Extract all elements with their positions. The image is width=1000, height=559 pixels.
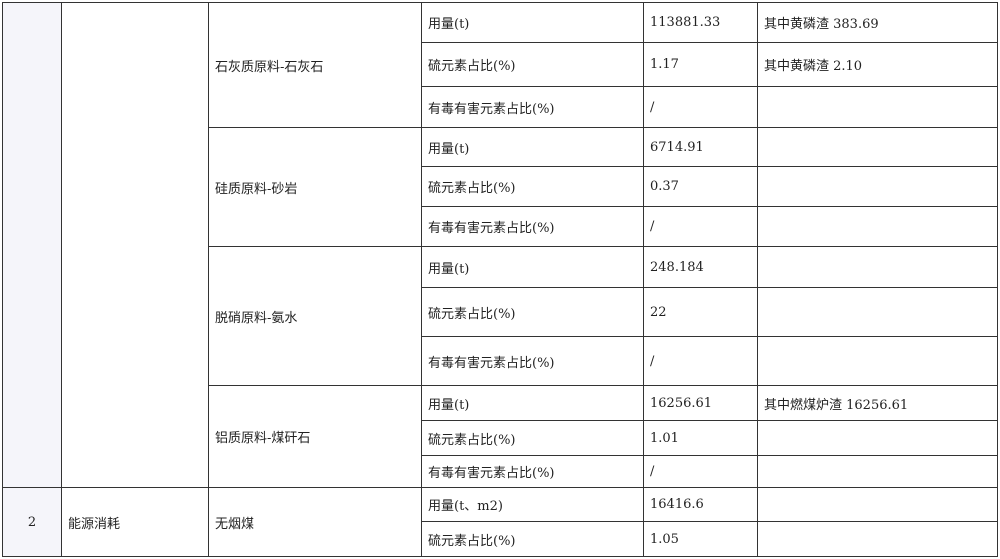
item-note-cell [757, 206, 998, 247]
item-note-cell [757, 521, 998, 557]
item-value-cell: 1.05 [643, 521, 758, 557]
table-row: 硫元素占比(%) 1.01 [3, 420, 998, 456]
item-label-cell: 硫元素占比(%) [421, 521, 644, 557]
table-row: 硫元素占比(%) 22 [3, 287, 998, 337]
item-label-cell: 硫元素占比(%) [421, 287, 644, 337]
row-number-cell: 2 [2, 487, 62, 557]
item-label-cell: 用量(t) [421, 2, 644, 43]
item-label-cell: 有毒有害元素占比(%) [421, 206, 644, 247]
table-row: 石灰质原料-石灰石 用量(t) 113881.33 其中黄磷渣 383.69 [2, 2, 998, 488]
table-row: 硫元素占比(%) 1.05 [3, 521, 998, 557]
table-row: 硫元素占比(%) 1.17 其中黄磷渣 2.10 [3, 42, 998, 87]
category-cell: 能源消耗 [61, 487, 209, 557]
item-label-cell: 硫元素占比(%) [421, 42, 644, 87]
item-note-cell [757, 127, 998, 167]
item-value-cell: 1.17 [643, 42, 758, 87]
table-row: 2 能源消耗 无烟煤 用量(t、m2) 16416.6 [2, 487, 998, 557]
item-label-cell: 用量(t) [421, 246, 644, 288]
item-label-cell: 用量(t) [421, 385, 644, 421]
table-row: 硅质原料-砂岩 用量(t) 6714.91 [3, 127, 998, 247]
item-note-cell [757, 487, 998, 522]
item-label-cell: 用量(t) [421, 127, 644, 167]
item-label-cell: 有毒有害元素占比(%) [421, 336, 644, 386]
item-note-cell [757, 336, 998, 386]
material-cell: 铝质原料-煤矸石 [208, 385, 422, 488]
item-value-cell: / [643, 455, 758, 488]
category-cell [61, 2, 209, 488]
material-cell: 石灰质原料-石灰石 [208, 2, 422, 128]
item-note-cell [757, 287, 998, 337]
item-value-cell: / [643, 86, 758, 128]
item-value-cell: / [643, 336, 758, 386]
item-note-cell: 其中黄磷渣 383.69 [757, 2, 998, 43]
item-note-cell [757, 246, 998, 288]
row-number-cell [2, 2, 62, 488]
item-value-cell: / [643, 206, 758, 247]
material-cell: 硅质原料-砂岩 [208, 127, 422, 247]
item-note-cell: 其中黄磷渣 2.10 [757, 42, 998, 87]
item-value-cell: 16256.61 [643, 385, 758, 421]
table-row: 有毒有害元素占比(%) / [3, 336, 998, 386]
item-value-cell: 248.184 [643, 246, 758, 288]
item-label-cell: 有毒有害元素占比(%) [421, 86, 644, 128]
material-cell: 脱硝原料-氨水 [208, 246, 422, 386]
table-row: 有毒有害元素占比(%) / [3, 206, 998, 247]
item-value-cell: 6714.91 [643, 127, 758, 167]
item-value-cell: 16416.6 [643, 487, 758, 522]
table-row: 脱硝原料-氨水 用量(t) 248.184 [3, 246, 998, 386]
item-value-cell: 0.37 [643, 166, 758, 207]
item-label-cell: 有毒有害元素占比(%) [421, 455, 644, 488]
table-row: 有毒有害元素占比(%) / [3, 86, 998, 128]
item-value-cell: 113881.33 [643, 2, 758, 43]
item-value-cell: 1.01 [643, 420, 758, 456]
item-note-cell: 其中燃煤炉渣 16256.61 [757, 385, 998, 421]
item-note-cell [757, 86, 998, 128]
item-note-cell [757, 166, 998, 207]
item-label-cell: 硫元素占比(%) [421, 166, 644, 207]
item-label-cell: 硫元素占比(%) [421, 420, 644, 456]
item-label-cell: 用量(t、m2) [421, 487, 644, 522]
item-note-cell [757, 420, 998, 456]
table-row: 铝质原料-煤矸石 用量(t) 16256.61 其中燃煤炉渣 16256.61 [3, 385, 998, 488]
item-note-cell [757, 455, 998, 488]
item-value-cell: 22 [643, 287, 758, 337]
material-cell: 无烟煤 [208, 487, 422, 557]
